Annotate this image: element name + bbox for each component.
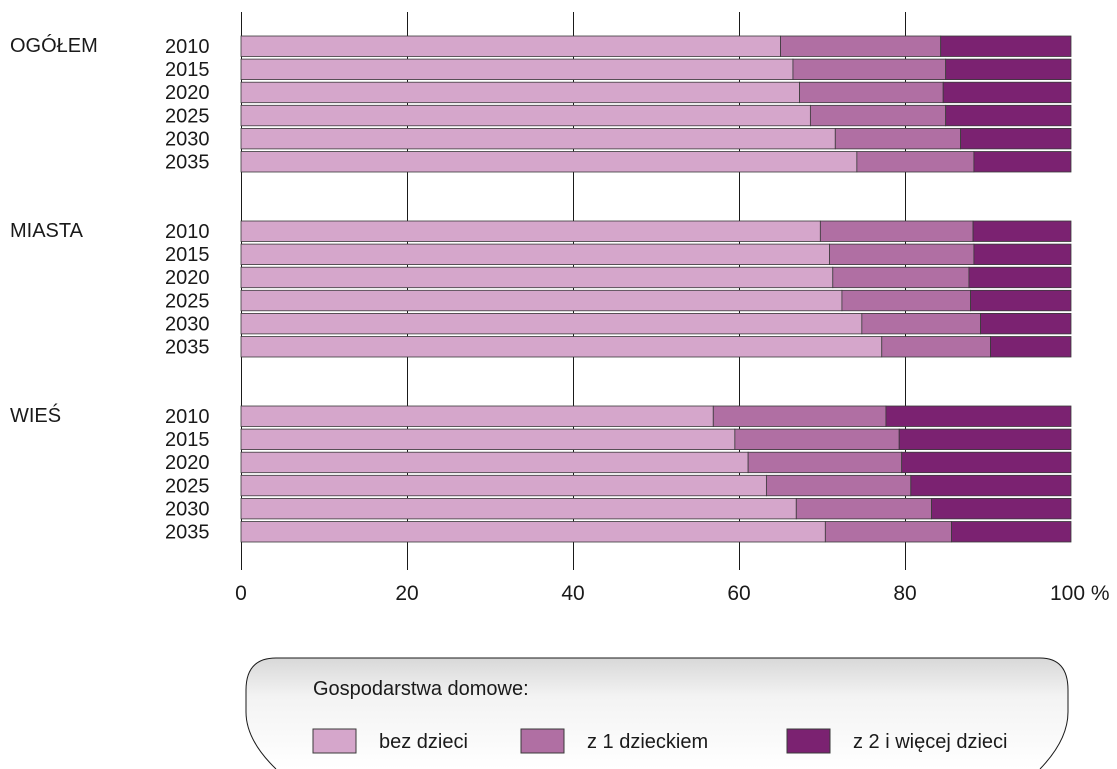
year-label: 2015: [165, 429, 210, 451]
year-label: 2015: [165, 59, 210, 81]
bar-segment: [910, 474, 1072, 497]
bar-segment: [834, 127, 962, 150]
group-label: MIASTA: [10, 220, 84, 242]
bar-segment: [240, 405, 714, 427]
bar-segment: [931, 497, 1072, 520]
bar-segment: [712, 405, 887, 427]
x-tick-label: 80: [893, 582, 916, 605]
bar-segment: [240, 289, 843, 312]
bar-segment: [799, 81, 944, 104]
bar-segment: [240, 428, 736, 451]
bar-segment: [945, 58, 1072, 80]
legend-swatch: [520, 728, 565, 754]
bars: [240, 35, 1072, 543]
bar-segment: [940, 35, 1072, 57]
bar-segment: [734, 428, 900, 451]
year-label: 2035: [165, 152, 210, 174]
legend-border: [245, 657, 1069, 769]
legend-swatch: [786, 728, 831, 754]
bar-segment: [832, 266, 970, 289]
bar-segment: [240, 312, 863, 335]
year-label: 2030: [165, 313, 210, 335]
bar-segment: [972, 220, 1072, 242]
year-label: 2010: [165, 221, 210, 243]
bar-segment: [240, 35, 781, 57]
legend-label: bez dzieci: [379, 731, 468, 753]
year-label: 2010: [165, 36, 210, 58]
year-label: 2020: [165, 82, 210, 104]
bar-segment: [819, 220, 974, 242]
year-label: 2025: [165, 105, 210, 127]
bar-segment: [792, 58, 947, 80]
bar-segment: [240, 220, 821, 242]
bar-segment: [881, 336, 991, 358]
year-label: 2025: [165, 475, 210, 497]
year-label: 2015: [165, 244, 210, 266]
legend: Gospodarstwa domowe: bez dzieci z 1 dzieck…: [245, 657, 1069, 769]
bar-segment: [240, 266, 834, 289]
legend-label: z 1 dzieckiem: [587, 731, 708, 753]
year-label: 2025: [165, 290, 210, 312]
bar-segment: [240, 243, 830, 266]
legend-background: [246, 658, 1068, 769]
bar-segment: [861, 312, 981, 335]
x-tick-label: 100 %: [1050, 582, 1110, 605]
bar-segment: [240, 497, 797, 520]
bar-segment: [240, 81, 800, 104]
bar-segment: [240, 104, 811, 127]
bar-segment: [240, 521, 826, 543]
x-axis-ticks: 0 20 40 60 80 100 %: [235, 582, 1109, 605]
x-tick-label: 0: [235, 582, 247, 605]
year-label: 2010: [165, 406, 210, 428]
x-tick-label: 20: [395, 582, 418, 605]
legend-title: Gospodarstwa domowe:: [313, 678, 529, 700]
year-label: 2020: [165, 452, 210, 474]
bar-segment: [795, 497, 932, 520]
year-label: 2020: [165, 267, 210, 289]
bar-segment: [968, 266, 1072, 289]
bar-segment: [841, 289, 971, 312]
bar-segment: [240, 336, 883, 358]
bar-segment: [240, 474, 767, 497]
bar-segment: [747, 451, 903, 474]
bar-segment: [809, 104, 947, 127]
bar-segment: [765, 474, 912, 497]
bar-segment: [240, 58, 794, 80]
bar-segment: [901, 451, 1072, 474]
x-tick-label: 60: [727, 582, 750, 605]
year-label: 2030: [165, 128, 210, 150]
legend-swatch: [312, 728, 357, 754]
bar-segment: [942, 81, 1072, 104]
bar-segment: [856, 151, 975, 173]
group-label: WIEŚ: [10, 403, 61, 427]
bar-segment: [824, 521, 952, 543]
bar-segment: [951, 521, 1072, 543]
bar-segment: [945, 104, 1072, 127]
bar-segment: [885, 405, 1072, 427]
bar-segment: [973, 243, 1072, 266]
bar-segment: [240, 127, 836, 150]
bar-segment: [240, 451, 749, 474]
year-label: 2035: [165, 522, 210, 544]
bar-segment: [829, 243, 975, 266]
bar-segment: [960, 127, 1072, 150]
bar-segment: [973, 151, 1072, 173]
bar-segment: [898, 428, 1072, 451]
bar-segment: [240, 151, 858, 173]
bar-segment: [780, 35, 942, 57]
bar-segment: [990, 336, 1072, 358]
bar-segment: [970, 289, 1072, 312]
year-label: 2035: [165, 337, 210, 359]
legend-label: z 2 i więcej dzieci: [853, 731, 1008, 753]
year-label: 2030: [165, 498, 210, 520]
bar-segment: [980, 312, 1072, 335]
group-label: OGÓŁEM: [10, 34, 98, 57]
x-tick-label: 40: [561, 582, 584, 605]
